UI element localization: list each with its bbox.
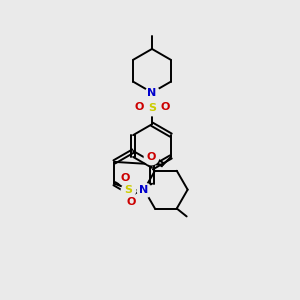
Text: N: N <box>140 184 149 195</box>
Text: O: O <box>134 102 144 112</box>
Text: S: S <box>148 103 156 113</box>
Text: N: N <box>147 88 157 98</box>
Text: O: O <box>146 152 156 162</box>
Text: O: O <box>121 173 130 183</box>
Text: S: S <box>124 184 132 195</box>
Text: O: O <box>127 196 136 206</box>
Text: O: O <box>160 102 170 112</box>
